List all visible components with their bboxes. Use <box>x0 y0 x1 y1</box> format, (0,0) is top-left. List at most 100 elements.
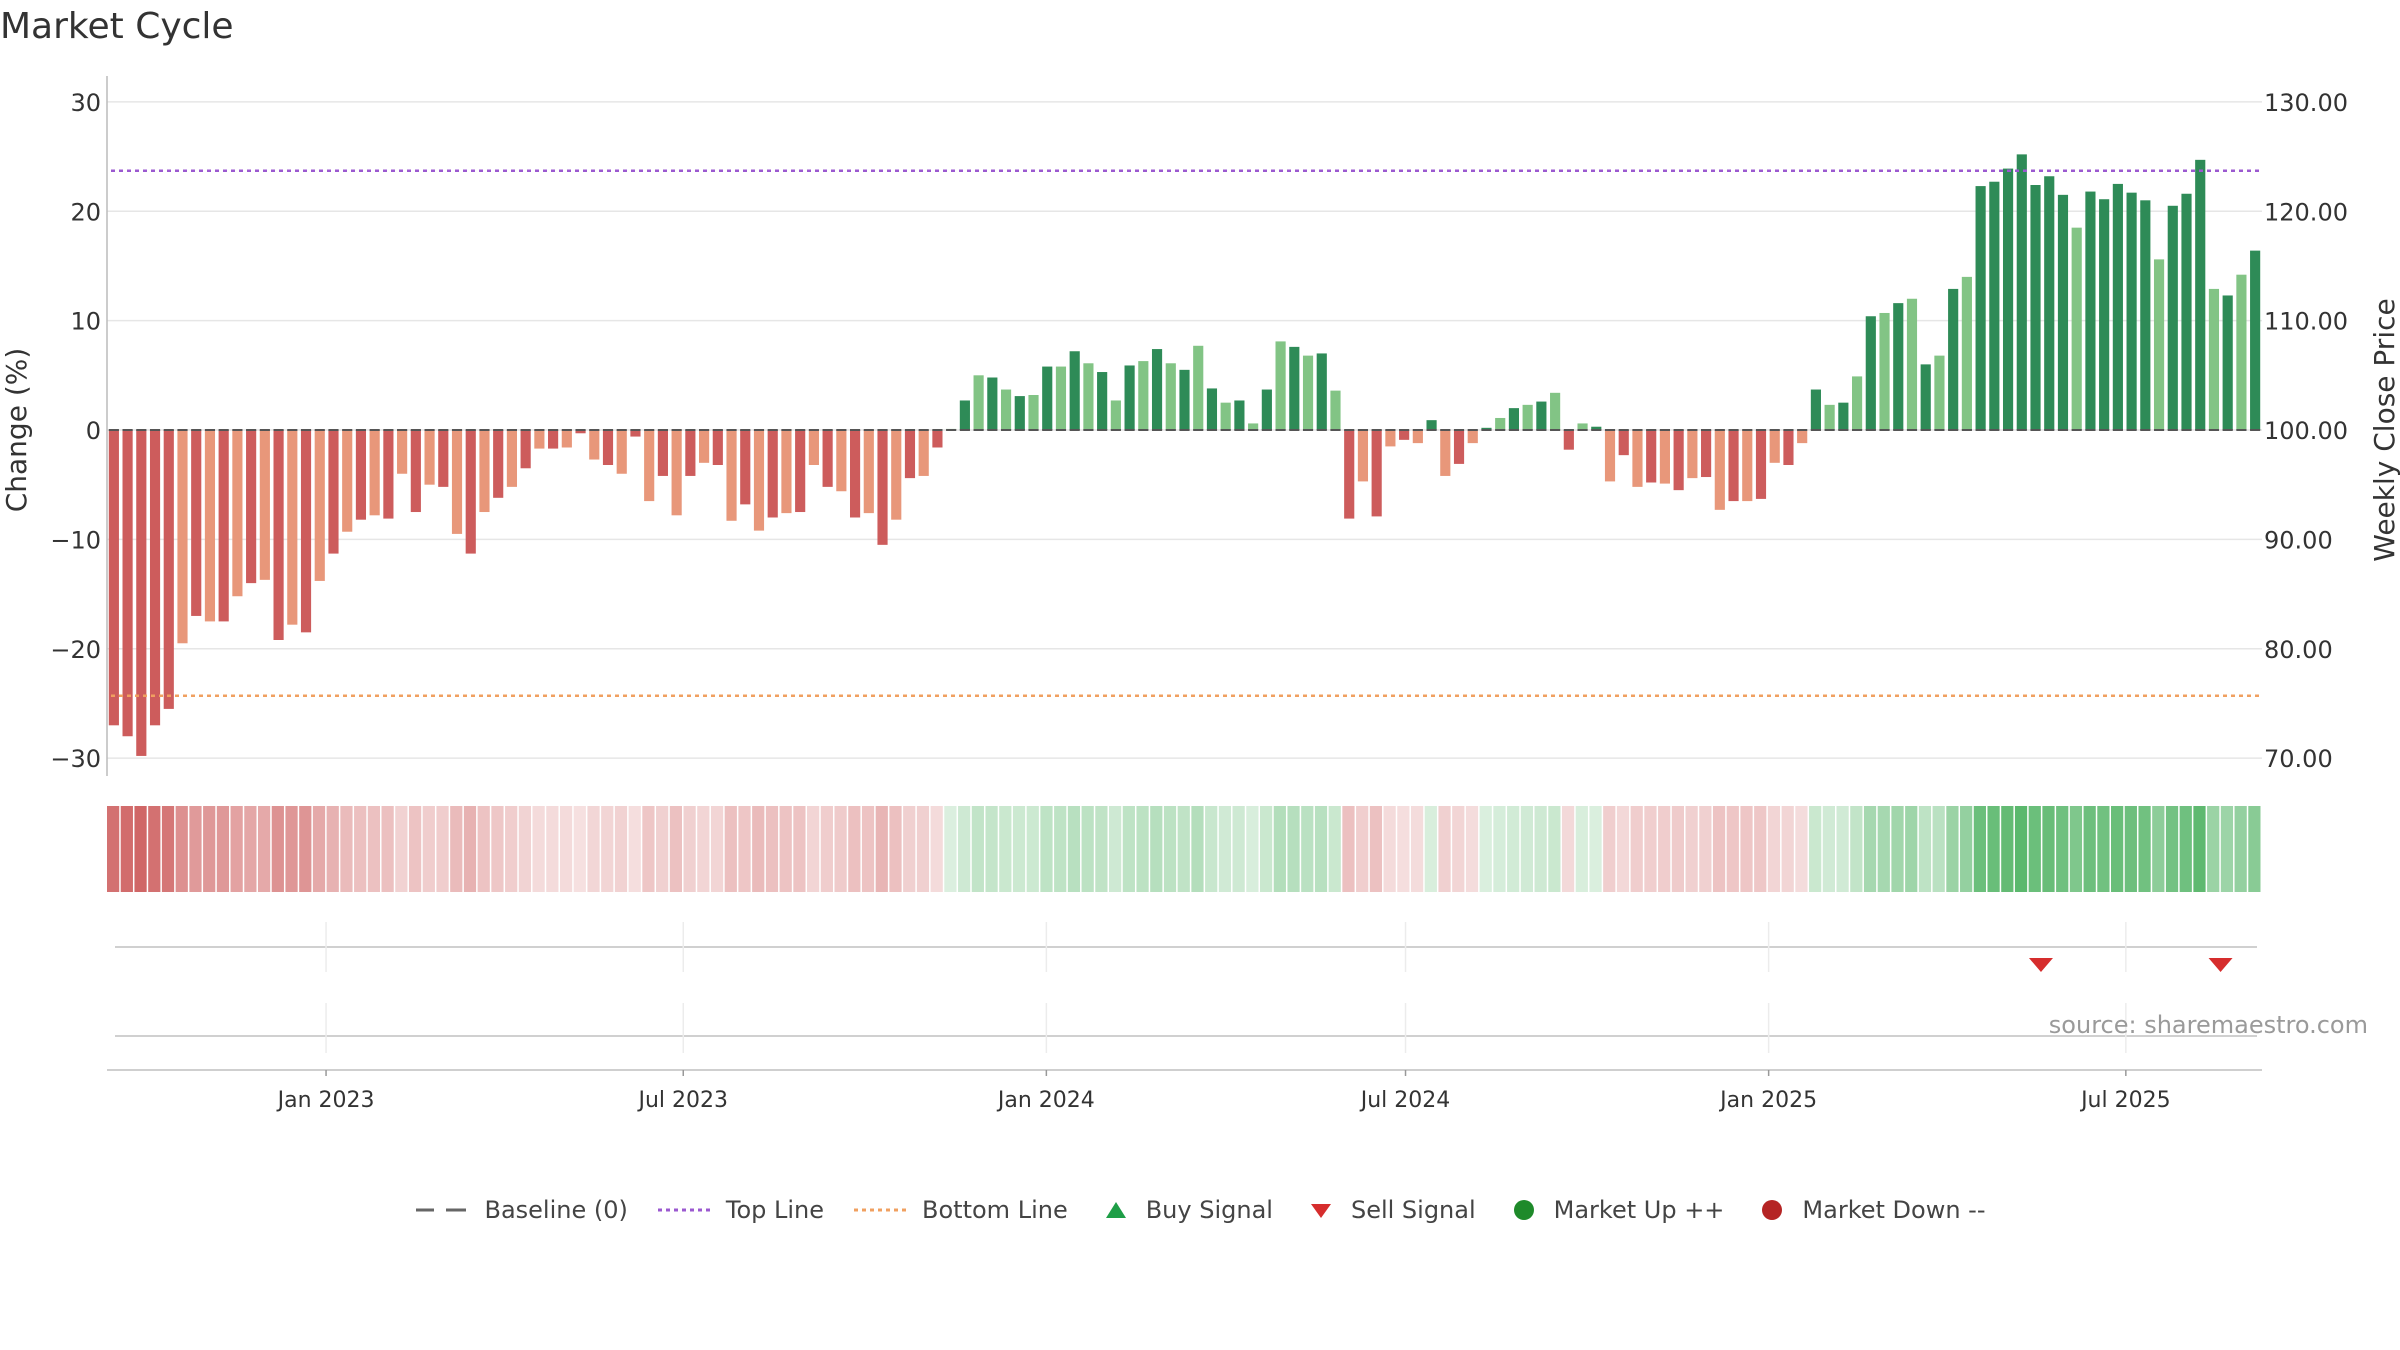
bar <box>863 430 874 514</box>
bar <box>108 430 119 726</box>
bar <box>342 430 353 532</box>
bar <box>2112 183 2123 430</box>
legend-item[interactable]: Market Up ++ <box>1504 1196 1725 1224</box>
bar <box>493 430 504 498</box>
bar <box>1673 430 1684 491</box>
bar <box>1467 430 1478 444</box>
legend-item[interactable]: Baseline (0) <box>414 1196 628 1224</box>
heat-strip-cell <box>1932 806 1945 892</box>
legend-item[interactable]: Buy Signal <box>1096 1196 1273 1224</box>
heat-strip-cell <box>299 806 312 892</box>
bar <box>1728 430 1739 502</box>
heat-strip-cell <box>710 806 724 892</box>
bar <box>1042 366 1053 430</box>
bar <box>1646 430 1657 483</box>
heat-strip-cell <box>2042 806 2055 892</box>
bar <box>1097 372 1108 430</box>
bar <box>548 430 559 449</box>
heat-strip-cell <box>1452 806 1465 892</box>
legend-label: Bottom Line <box>922 1196 1068 1224</box>
y2-axis-title: Weekly Close Price <box>2368 298 2400 561</box>
heat-strip-cell <box>1740 806 1753 892</box>
heat-strip-cell <box>120 806 133 892</box>
heat-strip-cell <box>408 806 422 892</box>
bar <box>561 430 572 448</box>
bar <box>2016 154 2027 430</box>
heat-strip-cell <box>669 806 682 892</box>
heat-strip-cell <box>958 806 971 892</box>
heat-strip-cell <box>1809 806 1822 892</box>
heat-strip-cell <box>1863 806 1877 892</box>
bar <box>685 430 696 476</box>
bar <box>1014 396 1025 430</box>
heat-strip-cell <box>216 806 230 892</box>
heat-strip-cell <box>1067 806 1081 892</box>
heat-strip-cell <box>916 806 930 892</box>
bar <box>1906 298 1918 430</box>
bar <box>1550 392 1561 430</box>
heat-strip-cell <box>1356 806 1369 892</box>
bar <box>699 430 710 463</box>
heat-strip-cell <box>436 806 449 892</box>
x-tick-label: Jan 2024 <box>996 1088 1095 1113</box>
bar <box>246 430 257 584</box>
heat-strip-cell <box>1122 806 1135 892</box>
bar <box>822 430 833 487</box>
heat-strip-cell <box>2220 806 2234 892</box>
bar <box>1961 276 1972 430</box>
heat-strip-cell <box>656 806 669 892</box>
bar <box>163 430 174 709</box>
heat-strip-cell <box>752 806 765 892</box>
y2-tick-label: 70.00 <box>2264 745 2333 773</box>
heat-strip-cell <box>1603 806 1616 892</box>
y-tick-label: 20 <box>70 198 101 226</box>
heat-strip-cell <box>2248 806 2261 892</box>
bar <box>438 430 449 487</box>
heat-strip-cell <box>999 806 1012 892</box>
legend-item[interactable]: Top Line <box>656 1196 824 1224</box>
heat-strip-cell <box>903 806 916 892</box>
legend-symbol-dot-line-icon <box>854 1208 911 1212</box>
bar <box>2250 250 2261 430</box>
heat-strip-cell <box>2179 806 2192 892</box>
bar <box>397 430 408 474</box>
heat-strip-cell <box>1479 806 1492 892</box>
legend-item[interactable]: Sell Signal <box>1301 1196 1476 1224</box>
heat-strip-cell <box>738 806 751 892</box>
heat-strip-cell <box>1410 806 1424 892</box>
heat-strip-cell <box>1891 806 1904 892</box>
bar <box>1920 364 1931 430</box>
bar <box>1618 430 1629 456</box>
bar <box>1165 363 1176 430</box>
heat-strip-cell <box>1246 806 1259 892</box>
heat-strip-cell <box>614 806 628 892</box>
heat-strip-cell <box>1781 806 1794 892</box>
bar <box>726 430 737 521</box>
legend-item[interactable]: Market Down -- <box>1752 1196 1986 1224</box>
heat-strip-cell <box>985 806 998 892</box>
heat-strip-cell <box>1163 806 1177 892</box>
legend-label: Market Up ++ <box>1553 1196 1725 1224</box>
heat-strip-cell <box>793 806 806 892</box>
bar <box>602 430 614 465</box>
heat-strip-cell <box>1877 806 1890 892</box>
bar <box>671 430 682 516</box>
heat-strip-cell <box>161 806 175 892</box>
y-tick-label: −30 <box>50 745 101 773</box>
heat-strip-cell <box>107 806 120 892</box>
bar <box>1852 376 1863 430</box>
bar <box>506 430 517 487</box>
x-tick-label: Jan 2025 <box>1718 1088 1817 1113</box>
bar <box>1316 353 1327 430</box>
heat-strip-cell <box>1328 806 1341 892</box>
chart-title: Market Cycle <box>0 6 234 47</box>
bar <box>1783 430 1794 465</box>
heat-strip-cell <box>148 806 161 892</box>
heat-strip-cell <box>683 806 696 892</box>
heat-strip-cell <box>971 806 984 892</box>
bar <box>2222 295 2233 430</box>
legend-item[interactable]: Bottom Line <box>852 1196 1068 1224</box>
bar <box>1220 402 1231 430</box>
bar <box>1399 430 1410 440</box>
x-tick-label: Jan 2023 <box>276 1088 375 1113</box>
